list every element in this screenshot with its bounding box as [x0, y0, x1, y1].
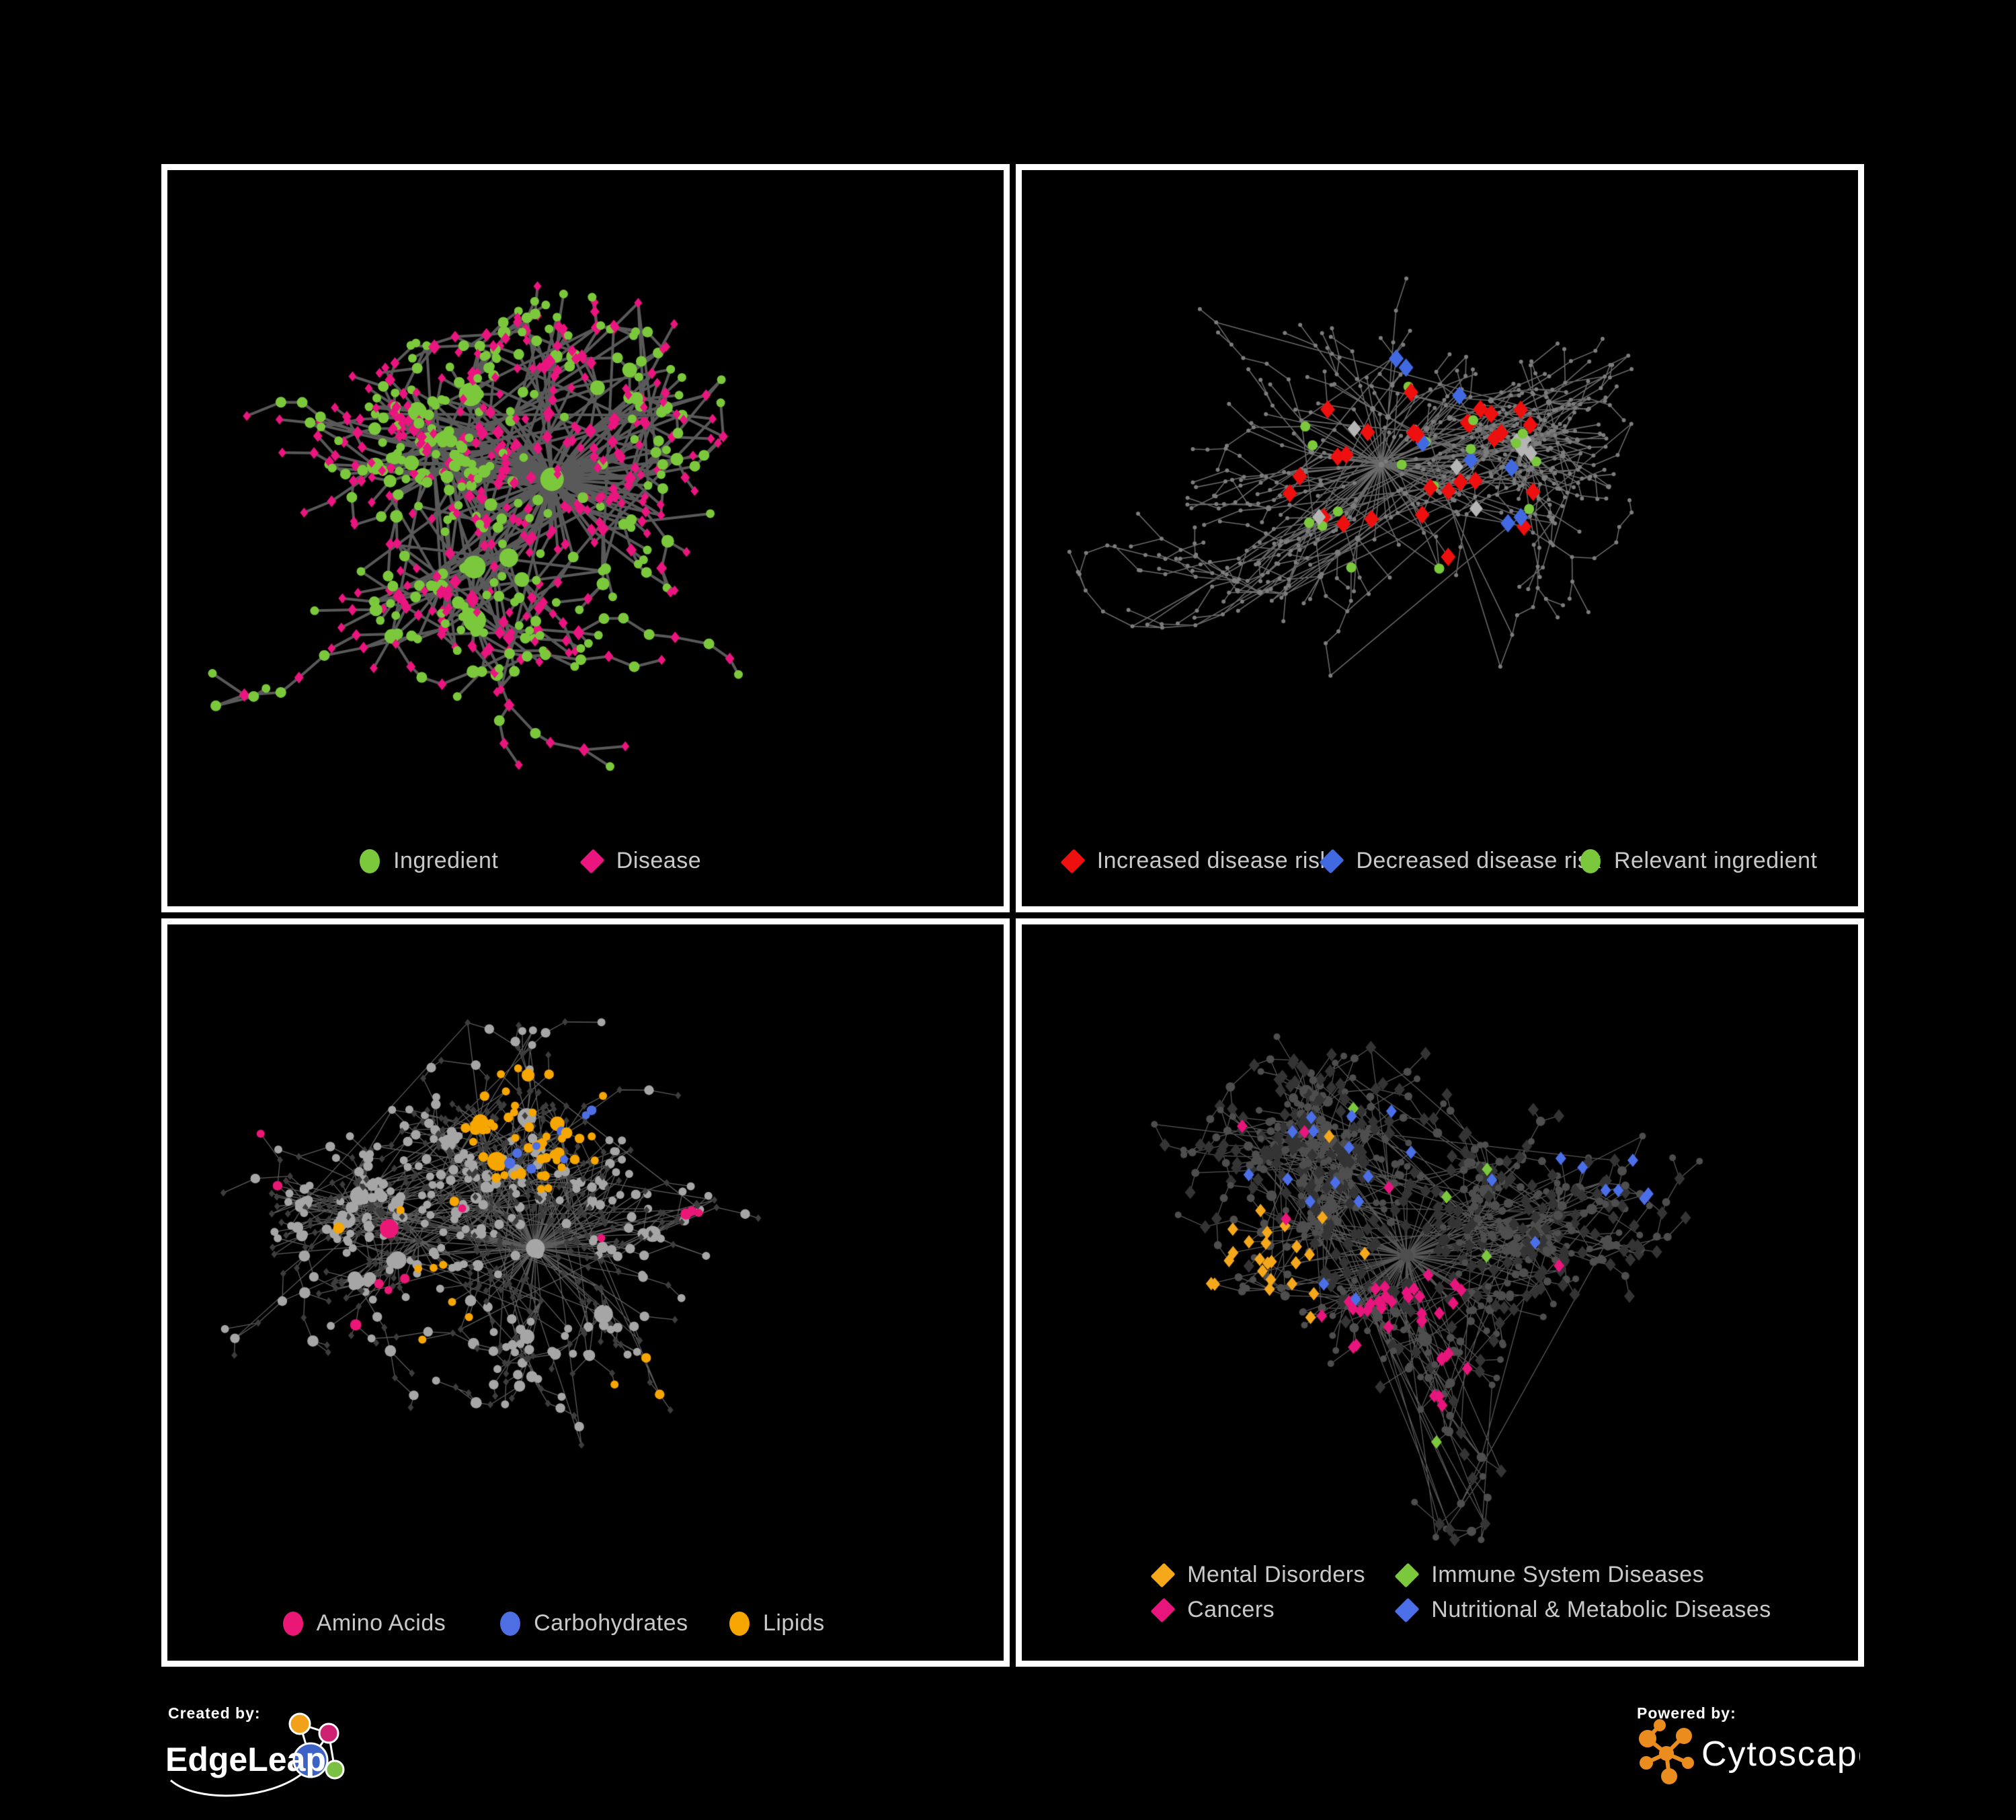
amino-acids-marker-icon [282, 1611, 303, 1636]
legend-item: Decreased disease risk [1319, 848, 1601, 874]
legend-label: Relevant ingredient [1613, 848, 1818, 873]
legend-item: Nutritional & Metabolic Diseases [1394, 1597, 1771, 1623]
footer: Created by: EdgeLeap Powered by: [0, 1681, 2016, 1820]
immune-diseases-marker-icon [1394, 1562, 1420, 1587]
legend-item: Lipids [729, 1610, 825, 1636]
legend-item: Ingredient [360, 848, 498, 874]
ingredient-marker-icon [360, 848, 380, 873]
panel-nutrient-classes: Amino Acids Carbohydrates Lipids [161, 918, 1010, 1667]
legend-item: Mental Disorders [1150, 1562, 1366, 1588]
edgeleap-logo: Created by: EdgeLeap [165, 1704, 345, 1797]
legend-label: Nutritional & Metabolic Diseases [1431, 1597, 1771, 1622]
powered-by-label: Powered by: [1637, 1704, 1736, 1722]
cancers-marker-icon [1150, 1597, 1176, 1622]
legend-label: Increased disease risk [1096, 848, 1332, 873]
edgeleap-credit: Created by: EdgeLeap [163, 1701, 378, 1802]
edgeleap-green-node [325, 1759, 345, 1780]
legend-item: Relevant ingredient [1580, 848, 1817, 874]
legend-label: Ingredient [393, 848, 499, 873]
cytoscape-credit: Powered by: Cytoscape [1631, 1701, 1860, 1802]
mental-disorders-marker-icon [1150, 1562, 1176, 1587]
relevant-ingredient-marker-icon [1580, 848, 1601, 873]
legend-label: Amino Acids [316, 1610, 446, 1636]
legend-label: Mental Disorders [1187, 1562, 1366, 1587]
lipids-marker-icon [729, 1611, 750, 1636]
disease-risk-legend: Increased disease risk Decreased disease… [1022, 829, 1858, 906]
panel-disease-risk: Increased disease risk Decreased disease… [1016, 164, 1864, 912]
cytoscape-logo: Powered by: Cytoscape [1637, 1704, 1860, 1784]
nutrient-classes-network-canvas [167, 924, 1004, 1661]
cytoscape-logo-icon [1639, 1719, 1694, 1784]
panel-ingredient-disease: Ingredient Disease [161, 164, 1010, 912]
legend-item: Amino Acids [282, 1610, 446, 1636]
legend-label: Decreased disease risk [1356, 848, 1601, 873]
ingredient-disease-network-canvas [167, 170, 1004, 906]
disease-marker-icon [579, 848, 605, 873]
ingredient-disease-legend: Ingredient Disease [167, 829, 1004, 906]
edgeleap-network-icon [288, 1712, 345, 1780]
legend-item: Increased disease risk [1060, 848, 1332, 874]
panel-disease-categories: Mental Disorders Immune System Diseases … [1016, 918, 1864, 1667]
edgeleap-orange-node [288, 1712, 311, 1735]
decreased-risk-marker-icon [1319, 848, 1344, 873]
legend-item: Cancers [1150, 1597, 1275, 1623]
created-by-label: Created by: [168, 1704, 261, 1722]
edgeleap-pink-node [318, 1723, 339, 1744]
cytoscape-logo-text: Cytoscape [1701, 1735, 1860, 1774]
legend-item: Immune System Diseases [1394, 1562, 1705, 1588]
edgeleap-swoosh [170, 1771, 305, 1797]
legend-item: Disease [579, 848, 702, 874]
increased-risk-marker-icon [1060, 848, 1086, 873]
disease-categories-legend: Mental Disorders Immune System Diseases … [1022, 1550, 1858, 1661]
edgeleap-logo-text: EdgeLeap [165, 1741, 326, 1778]
figure-grid: Ingredient Disease Increased disease ris… [161, 164, 1864, 1667]
legend-label: Lipids [762, 1610, 825, 1636]
edgeleap-blue-node [292, 1742, 329, 1778]
carbohydrates-marker-icon [500, 1611, 521, 1636]
legend-label: Disease [616, 848, 702, 873]
legend-label: Cancers [1187, 1597, 1275, 1622]
nutrient-classes-legend: Amino Acids Carbohydrates Lipids [167, 1583, 1004, 1661]
legend-label: Immune System Diseases [1431, 1562, 1705, 1587]
disease-risk-network-canvas [1022, 170, 1858, 906]
legend-label: Carbohydrates [534, 1610, 688, 1636]
disease-categories-network-canvas [1022, 924, 1858, 1661]
metabolic-diseases-marker-icon [1394, 1597, 1420, 1622]
legend-item: Carbohydrates [500, 1610, 688, 1636]
